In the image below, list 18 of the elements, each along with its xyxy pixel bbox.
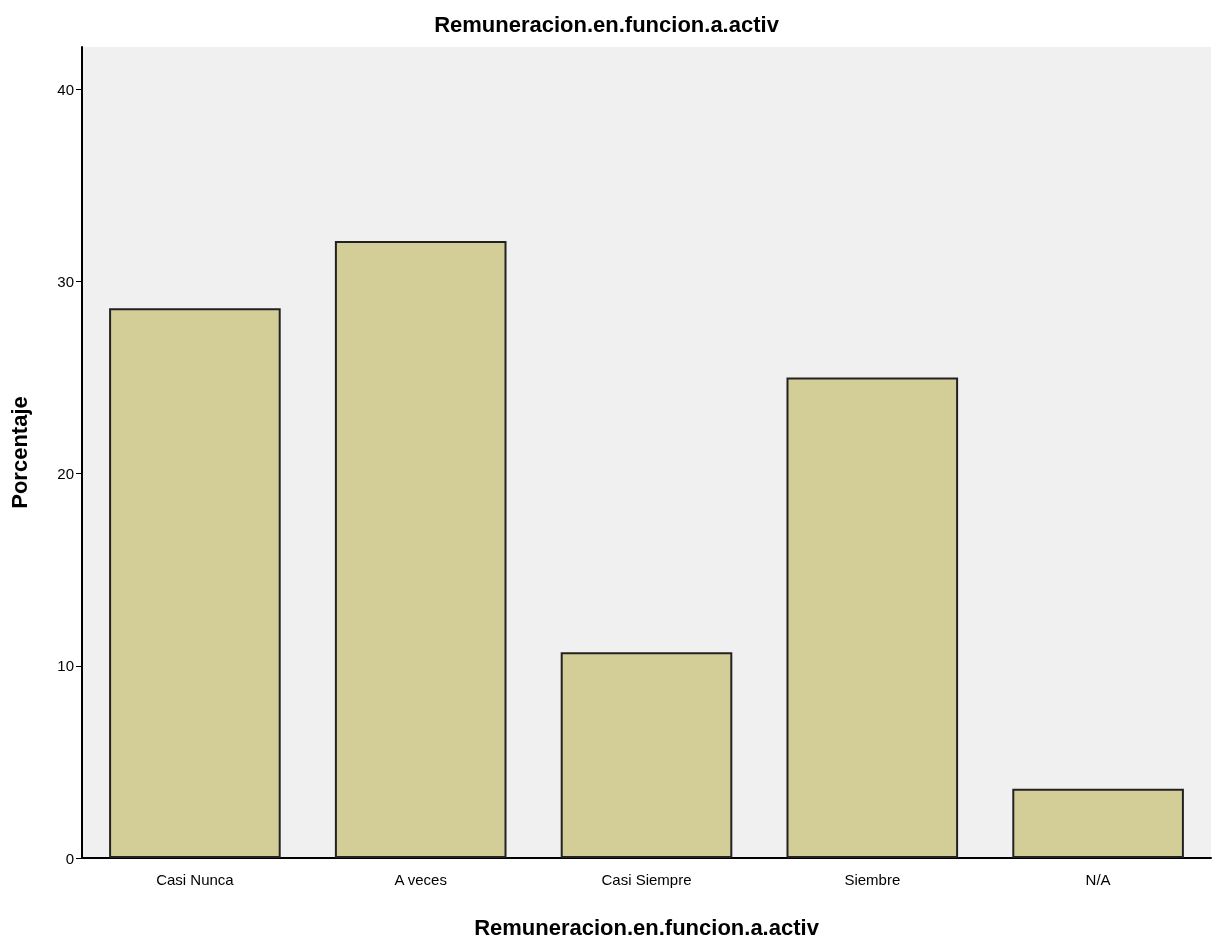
y-tick-label: 20: [57, 465, 74, 483]
y-axis-title: Porcentaje: [6, 396, 32, 509]
x-axis-title: Remuneracion.en.funcion.a.activ: [474, 914, 820, 940]
bar: [1012, 788, 1184, 858]
y-tick-label: 40: [57, 80, 74, 98]
y-tick-label: 10: [57, 657, 74, 675]
x-tick-label: A veces: [394, 871, 447, 888]
bar: [786, 377, 959, 858]
bar: [109, 308, 281, 858]
x-tick-label: N/A: [1085, 871, 1111, 888]
bar: [334, 241, 507, 858]
x-tick-label: Siembre: [844, 871, 901, 888]
x-tick-label: Casi Siempre: [601, 871, 692, 888]
bar: [560, 652, 733, 858]
x-tick-label: Casi Nunca: [156, 871, 235, 888]
y-tick-label: 0: [65, 849, 74, 867]
y-tick-label: 30: [57, 272, 74, 290]
chart-title: Remuneracion.en.funcion.a.activ: [434, 11, 780, 37]
